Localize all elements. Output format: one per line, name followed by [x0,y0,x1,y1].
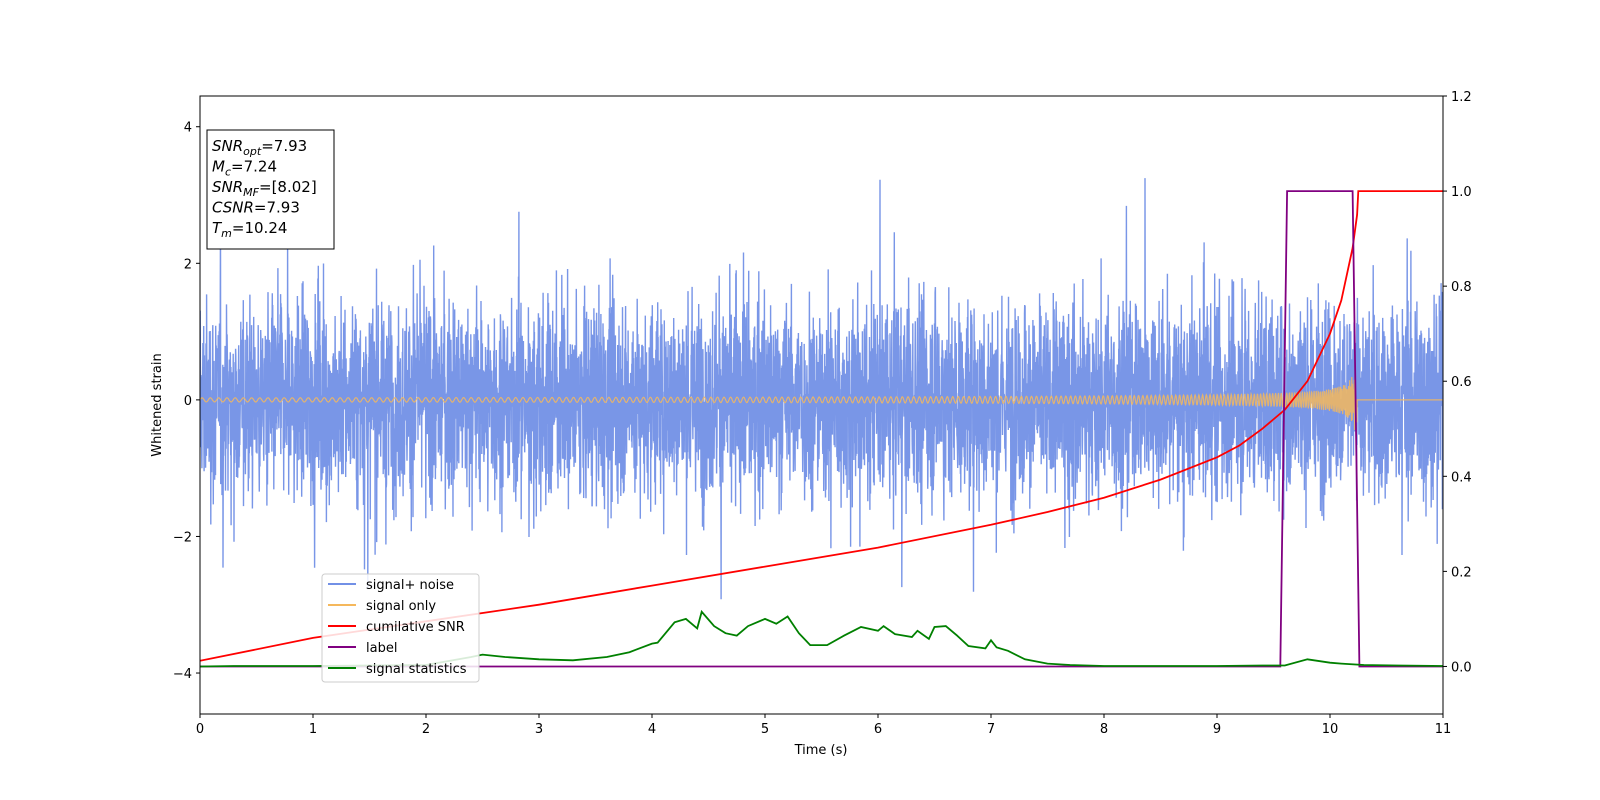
y-left-tick-label: −4 [173,667,192,682]
legend-label: cumilative SNR [366,620,465,635]
y-right-tick-label: 0.8 [1451,280,1472,295]
legend-label: signal statistics [366,662,467,677]
y-right-tick-label: 0.6 [1451,375,1472,390]
y-right-tick-label: 0.2 [1451,565,1472,580]
x-tick-label: 4 [648,722,656,737]
y-left-tick-label: 4 [184,121,192,136]
x-tick-label: 9 [1213,722,1221,737]
info-line: SNRMF=[8.02] [212,178,317,199]
x-axis: 0 1 2 3 4 5 6 7 8 9 10 11 [196,714,1451,737]
y-left-tick-label: 0 [184,394,192,409]
signal-noise-line [200,178,1443,600]
x-axis-label: Time (s) [794,743,848,758]
info-line: Tm=10.24 [212,219,287,240]
legend-label: signal only [366,599,436,614]
signal-statistics-line [200,609,1443,668]
plot-frame [199,95,1444,715]
x-tick-label: 11 [1435,722,1452,737]
x-tick-label: 1 [309,722,317,737]
y-axis-right: 0.0 0.2 0.4 0.6 0.8 1.0 1.2 [1443,90,1472,675]
series-layer [200,178,1443,668]
info-line: SNRopt=7.93 [212,137,307,158]
x-tick-label: 8 [1100,722,1108,737]
y-right-tick-label: 0.4 [1451,470,1472,485]
y-right-tick-label: 0.0 [1451,660,1472,675]
x-tick-label: 7 [987,722,995,737]
y-left-tick-label: 2 [184,257,192,272]
x-tick-label: 2 [422,722,430,737]
x-tick-label: 5 [761,722,769,737]
legend-label: label [366,641,397,656]
info-line: CSNR=7.93 [212,199,300,217]
y-left-tick-label: −2 [173,530,192,545]
y-right-tick-label: 1.2 [1451,90,1472,105]
legend-frame [321,573,480,683]
info-box-frame [206,129,335,250]
legend-label: signal+ noise [366,578,454,593]
y-right-tick-label: 1.0 [1451,185,1472,200]
signal-only-line [200,376,1443,431]
info-line: Mc=7.24 [212,158,277,179]
x-tick-label: 10 [1322,722,1339,737]
y-axis-label: Whitened strain [150,353,165,456]
x-tick-label: 0 [196,722,204,737]
y-axis-left: −4 −2 0 2 4 [173,121,200,682]
legend: signal+ noise signal only cumilative SNR la… [321,573,480,683]
x-tick-label: 6 [874,722,882,737]
x-tick-label: 3 [535,722,543,737]
